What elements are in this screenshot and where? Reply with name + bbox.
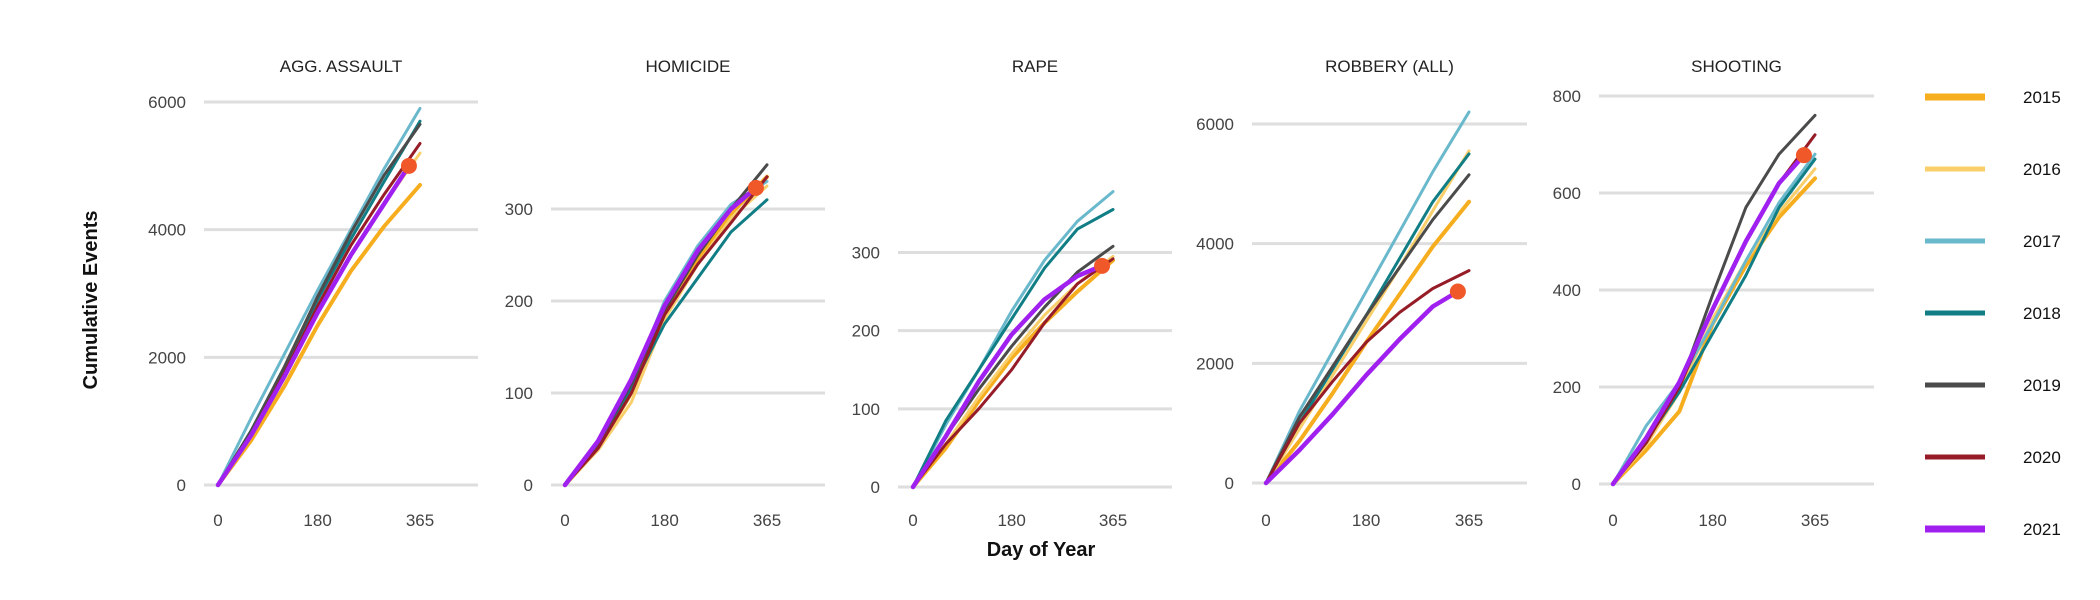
series-line-2017 (216, 106, 422, 487)
panel-title: ROBBERY (ALL) (1325, 57, 1454, 76)
panel-homicide: HOMICIDE 0 100 200 300 0 180 365 (505, 57, 825, 530)
x-tick-label: 0 (560, 511, 569, 530)
series-line-2021 (562, 185, 759, 488)
legend: 2015 2016 2017 2018 2019 2020 2021 (1925, 88, 2061, 539)
x-tick-label: 180 (1698, 511, 1726, 530)
y-tick-label: 6000 (148, 93, 186, 112)
series-line-2020 (563, 175, 769, 487)
panel-title: AGG. ASSAULT (280, 57, 403, 76)
legend-label-2021: 2021 (2023, 520, 2061, 539)
legend-label-2015: 2015 (2023, 88, 2061, 107)
x-tick-label: 0 (908, 511, 917, 530)
legend-label-2019: 2019 (2023, 376, 2061, 395)
y-tick-label: 200 (852, 322, 880, 341)
y-tick-label: 200 (1553, 378, 1581, 397)
series-line-2015 (216, 183, 422, 487)
x-tick-label: 365 (1099, 511, 1127, 530)
legend-label-2017: 2017 (2023, 232, 2061, 251)
x-tick-label: 180 (997, 511, 1025, 530)
x-tick-label: 180 (303, 511, 331, 530)
panel-robbery-all: ROBBERY (ALL) 0 2000 4000 6000 0 180 365 (1196, 57, 1527, 530)
y-tick-label: 800 (1553, 87, 1581, 106)
y-tick-label: 100 (505, 384, 533, 403)
series-line-2015 (563, 174, 769, 487)
series-line-2016 (563, 184, 769, 487)
series-line-2019 (1264, 173, 1471, 485)
x-tick-label: 365 (406, 511, 434, 530)
x-tick-label: 180 (650, 511, 678, 530)
series-line-2018 (911, 208, 1115, 489)
x-tick-label: 0 (213, 511, 222, 530)
current-point-marker (400, 157, 417, 174)
legend-label-2016: 2016 (2023, 160, 2061, 179)
x-tick-label: 180 (1352, 511, 1380, 530)
series-line-2017 (1264, 110, 1471, 485)
y-tick-label: 100 (852, 400, 880, 419)
y-tick-label: 0 (177, 476, 186, 495)
y-tick-label: 600 (1553, 184, 1581, 203)
y-tick-label: 0 (1572, 475, 1581, 494)
series-line-2021 (910, 263, 1105, 490)
y-tick-label: 0 (871, 478, 880, 497)
series-line-2021 (215, 163, 412, 488)
current-point-marker (1795, 147, 1812, 164)
panel-rape: RAPE 0 100 200 300 0 180 365 (852, 57, 1172, 530)
panel-agg-assault: AGG. ASSAULT 0 2000 4000 6000 0 180 365 (148, 57, 478, 530)
panel-shooting: SHOOTING 0 200 400 600 800 0 180 365 (1553, 57, 1874, 530)
x-tick-label: 365 (1801, 511, 1829, 530)
current-point-marker (747, 179, 764, 196)
y-tick-label: 0 (1225, 474, 1234, 493)
y-tick-label: 4000 (1196, 235, 1234, 254)
current-point-marker (1449, 283, 1466, 300)
legend-label-2018: 2018 (2023, 304, 2061, 323)
current-point-marker (1094, 257, 1111, 274)
x-axis-title: Day of Year (987, 539, 1096, 561)
panel-title: SHOOTING (1691, 57, 1782, 76)
series-line-2021 (1263, 289, 1461, 486)
y-tick-label: 300 (852, 244, 880, 263)
x-tick-label: 365 (753, 511, 781, 530)
y-tick-label: 400 (1553, 281, 1581, 300)
series-line-2016 (1264, 149, 1471, 485)
x-tick-label: 0 (1261, 511, 1270, 530)
y-tick-label: 2000 (1196, 354, 1234, 373)
series-line-2021 (1610, 152, 1807, 487)
series-line-2017 (911, 190, 1115, 489)
legend-label-2020: 2020 (2023, 448, 2061, 467)
x-tick-label: 365 (1455, 511, 1483, 530)
y-tick-label: 2000 (148, 348, 186, 367)
x-tick-label: 0 (1608, 511, 1617, 530)
panel-title: RAPE (1012, 57, 1058, 76)
panel-title: HOMICIDE (646, 57, 731, 76)
y-tick-label: 0 (524, 476, 533, 495)
series-line-2020 (1264, 269, 1471, 485)
y-tick-label: 6000 (1196, 115, 1234, 134)
series-line-2017 (1611, 152, 1817, 486)
series-line-2016 (1611, 167, 1817, 486)
y-tick-label: 200 (505, 292, 533, 311)
y-axis-title: Cumulative Events (80, 211, 102, 390)
y-tick-label: 300 (505, 200, 533, 219)
series-line-2020 (911, 257, 1115, 489)
series-line-2015 (911, 258, 1115, 489)
y-tick-label: 4000 (148, 221, 186, 240)
